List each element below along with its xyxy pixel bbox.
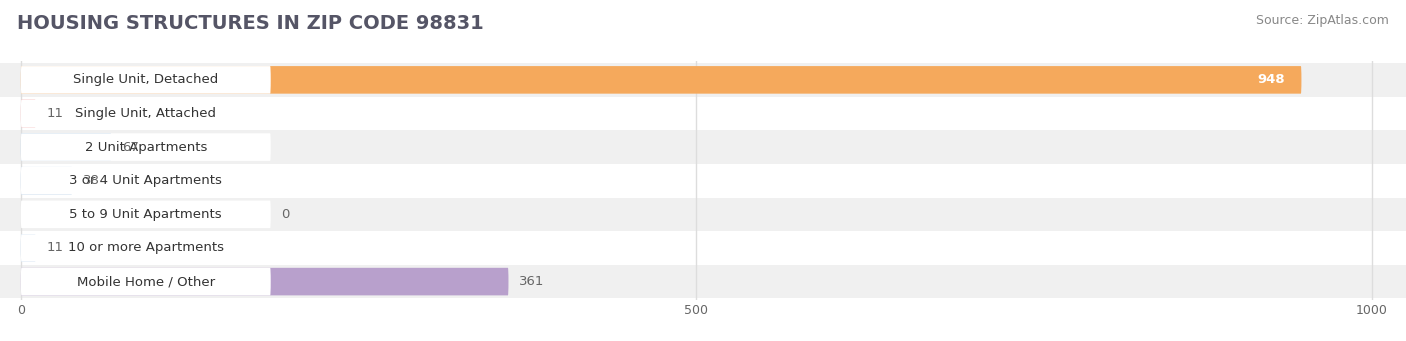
FancyBboxPatch shape [0, 63, 1406, 97]
Text: Mobile Home / Other: Mobile Home / Other [77, 275, 215, 288]
Text: 11: 11 [46, 241, 63, 254]
FancyBboxPatch shape [21, 268, 509, 295]
FancyBboxPatch shape [21, 66, 1302, 94]
Text: 948: 948 [1257, 73, 1285, 86]
Text: Single Unit, Detached: Single Unit, Detached [73, 73, 218, 86]
FancyBboxPatch shape [0, 197, 1406, 231]
FancyBboxPatch shape [0, 231, 1406, 265]
FancyBboxPatch shape [21, 100, 35, 127]
Text: Source: ZipAtlas.com: Source: ZipAtlas.com [1256, 14, 1389, 27]
Text: 2 Unit Apartments: 2 Unit Apartments [84, 140, 207, 153]
FancyBboxPatch shape [21, 66, 271, 94]
FancyBboxPatch shape [21, 167, 72, 194]
FancyBboxPatch shape [21, 201, 271, 228]
Text: 11: 11 [46, 107, 63, 120]
Text: HOUSING STRUCTURES IN ZIP CODE 98831: HOUSING STRUCTURES IN ZIP CODE 98831 [17, 14, 484, 33]
FancyBboxPatch shape [0, 130, 1406, 164]
FancyBboxPatch shape [21, 167, 271, 194]
FancyBboxPatch shape [21, 234, 271, 262]
Text: 3 or 4 Unit Apartments: 3 or 4 Unit Apartments [69, 174, 222, 187]
Text: 10 or more Apartments: 10 or more Apartments [67, 241, 224, 254]
FancyBboxPatch shape [21, 100, 271, 127]
FancyBboxPatch shape [0, 164, 1406, 197]
Text: Single Unit, Attached: Single Unit, Attached [76, 107, 217, 120]
Text: 5 to 9 Unit Apartments: 5 to 9 Unit Apartments [69, 208, 222, 221]
FancyBboxPatch shape [21, 133, 111, 161]
Text: 38: 38 [83, 174, 100, 187]
Text: 67: 67 [122, 140, 139, 153]
FancyBboxPatch shape [21, 268, 271, 295]
FancyBboxPatch shape [21, 234, 35, 262]
FancyBboxPatch shape [0, 97, 1406, 130]
Text: 0: 0 [281, 208, 290, 221]
Text: 361: 361 [519, 275, 544, 288]
FancyBboxPatch shape [21, 133, 271, 161]
FancyBboxPatch shape [0, 265, 1406, 298]
